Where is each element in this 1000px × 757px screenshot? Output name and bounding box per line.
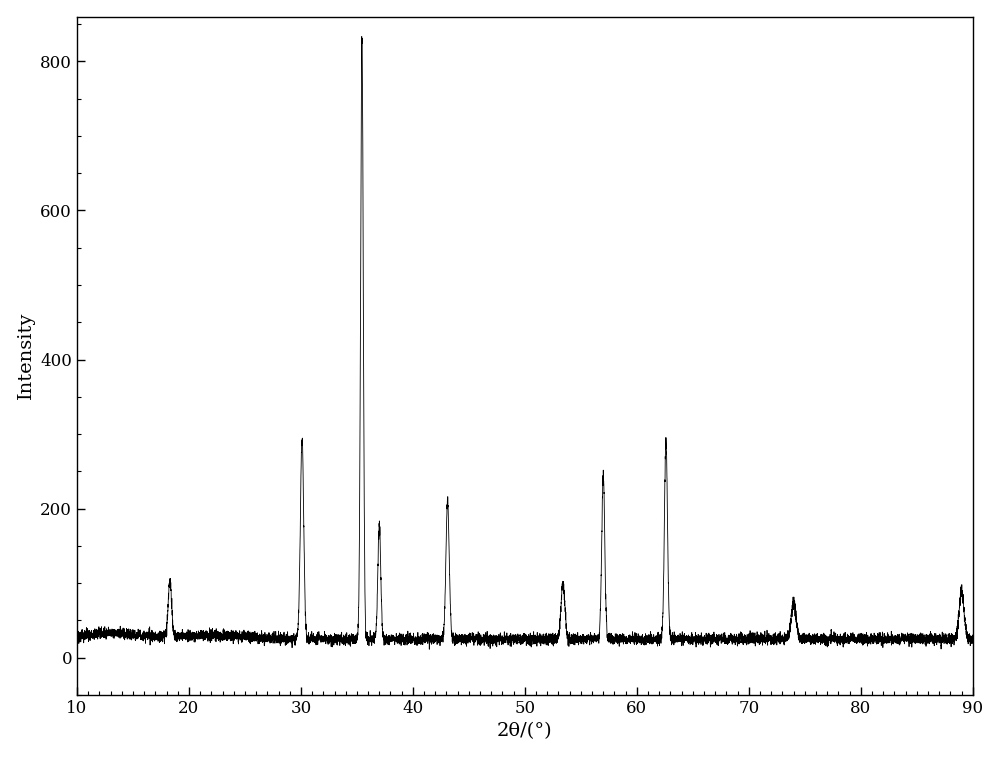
- X-axis label: 2θ/(°): 2θ/(°): [497, 722, 553, 740]
- Y-axis label: Intensity: Intensity: [17, 312, 35, 400]
